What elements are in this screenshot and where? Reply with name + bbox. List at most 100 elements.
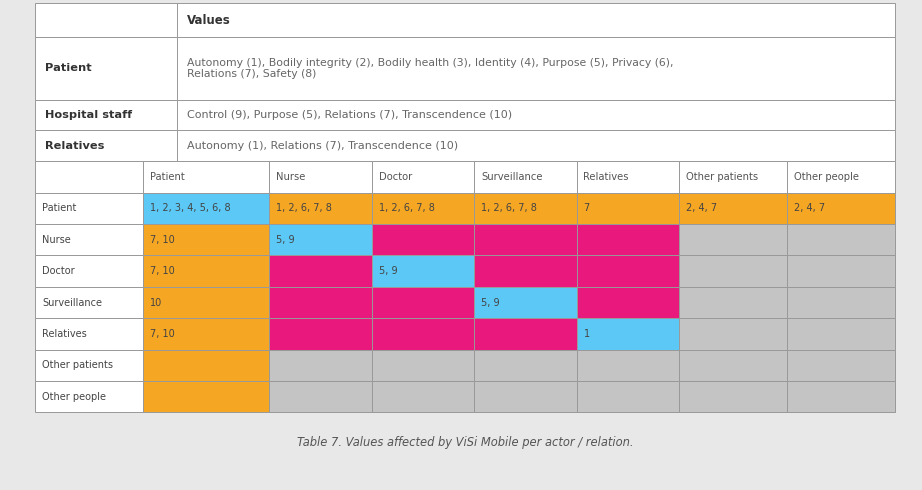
Bar <box>35 381 143 413</box>
Bar <box>474 255 576 287</box>
Bar <box>576 224 680 255</box>
Bar <box>269 381 372 413</box>
Bar <box>576 349 680 381</box>
Bar <box>680 318 787 349</box>
Bar <box>787 255 895 287</box>
Bar <box>787 161 895 193</box>
Bar <box>143 381 269 413</box>
Bar <box>787 287 895 318</box>
Bar <box>474 318 576 349</box>
Text: Autonomy (1), Relations (7), Transcendence (10): Autonomy (1), Relations (7), Transcenden… <box>187 141 458 151</box>
Bar <box>576 318 680 349</box>
Text: Relatives: Relatives <box>41 329 87 339</box>
Text: 5, 9: 5, 9 <box>276 235 295 245</box>
Bar <box>372 255 474 287</box>
Bar <box>680 255 787 287</box>
Bar <box>143 255 269 287</box>
Bar <box>35 255 143 287</box>
Text: Doctor: Doctor <box>379 172 412 182</box>
Bar <box>680 193 787 224</box>
Bar <box>680 349 787 381</box>
Text: 1, 2, 6, 7, 8: 1, 2, 6, 7, 8 <box>379 203 434 213</box>
Text: Values: Values <box>187 14 231 26</box>
Bar <box>269 287 372 318</box>
Text: Other patients: Other patients <box>41 360 112 370</box>
Bar <box>35 318 143 349</box>
Bar <box>372 224 474 255</box>
Text: 2, 4, 7: 2, 4, 7 <box>686 203 717 213</box>
Bar <box>35 161 143 193</box>
Bar <box>576 193 680 224</box>
Bar <box>143 349 269 381</box>
Bar <box>576 381 680 413</box>
Bar <box>35 3 177 37</box>
Text: 5, 9: 5, 9 <box>481 297 500 308</box>
Bar <box>35 349 143 381</box>
Bar <box>35 287 143 318</box>
Bar <box>787 381 895 413</box>
Bar <box>372 349 474 381</box>
Text: 1: 1 <box>584 329 590 339</box>
Bar <box>269 318 372 349</box>
Bar <box>576 161 680 193</box>
Bar <box>372 318 474 349</box>
Bar <box>143 161 269 193</box>
Text: 7: 7 <box>584 203 590 213</box>
Bar <box>474 193 576 224</box>
Bar <box>680 381 787 413</box>
Text: Autonomy (1), Bodily integrity (2), Bodily health (3), Identity (4), Purpose (5): Autonomy (1), Bodily integrity (2), Bodi… <box>187 57 674 79</box>
Text: 1, 2, 6, 7, 8: 1, 2, 6, 7, 8 <box>481 203 537 213</box>
Bar <box>269 255 372 287</box>
Bar <box>143 224 269 255</box>
Text: Other people: Other people <box>41 392 106 402</box>
Bar <box>576 287 680 318</box>
Text: 7, 10: 7, 10 <box>150 235 174 245</box>
Bar <box>372 193 474 224</box>
Bar <box>474 224 576 255</box>
Text: 7, 10: 7, 10 <box>150 266 174 276</box>
Bar <box>787 224 895 255</box>
Text: Patient: Patient <box>150 172 184 182</box>
Text: 1, 2, 6, 7, 8: 1, 2, 6, 7, 8 <box>276 203 332 213</box>
Bar <box>35 37 177 99</box>
Bar <box>474 287 576 318</box>
Bar <box>576 255 680 287</box>
Bar <box>269 224 372 255</box>
Bar <box>143 318 269 349</box>
Bar <box>177 130 895 161</box>
Bar <box>680 287 787 318</box>
Text: 10: 10 <box>150 297 162 308</box>
Bar <box>177 99 895 130</box>
Text: Relatives: Relatives <box>45 141 105 151</box>
Text: Other patients: Other patients <box>686 172 758 182</box>
Text: Patient: Patient <box>45 63 92 74</box>
Text: 7, 10: 7, 10 <box>150 329 174 339</box>
Text: Nurse: Nurse <box>276 172 305 182</box>
Bar <box>372 381 474 413</box>
Bar <box>680 224 787 255</box>
Bar <box>787 193 895 224</box>
Text: 2, 4, 7: 2, 4, 7 <box>794 203 825 213</box>
Bar <box>35 193 143 224</box>
Bar <box>372 287 474 318</box>
Bar <box>269 193 372 224</box>
Text: Doctor: Doctor <box>41 266 75 276</box>
Bar <box>35 99 177 130</box>
Bar <box>177 3 895 37</box>
Text: Other people: Other people <box>794 172 859 182</box>
Bar <box>35 224 143 255</box>
Bar <box>35 130 177 161</box>
Text: Control (9), Purpose (5), Relations (7), Transcendence (10): Control (9), Purpose (5), Relations (7),… <box>187 110 513 120</box>
Text: Surveillance: Surveillance <box>481 172 542 182</box>
Bar <box>177 37 895 99</box>
Bar <box>787 349 895 381</box>
Bar <box>269 349 372 381</box>
Text: Table 7. Values affected by ViSi Mobile per actor / relation.: Table 7. Values affected by ViSi Mobile … <box>297 437 633 449</box>
Bar <box>372 161 474 193</box>
Text: Nurse: Nurse <box>41 235 71 245</box>
Text: Relatives: Relatives <box>584 172 629 182</box>
Bar <box>143 193 269 224</box>
Text: 1, 2, 3, 4, 5, 6, 8: 1, 2, 3, 4, 5, 6, 8 <box>150 203 230 213</box>
Bar <box>474 161 576 193</box>
Bar <box>474 349 576 381</box>
